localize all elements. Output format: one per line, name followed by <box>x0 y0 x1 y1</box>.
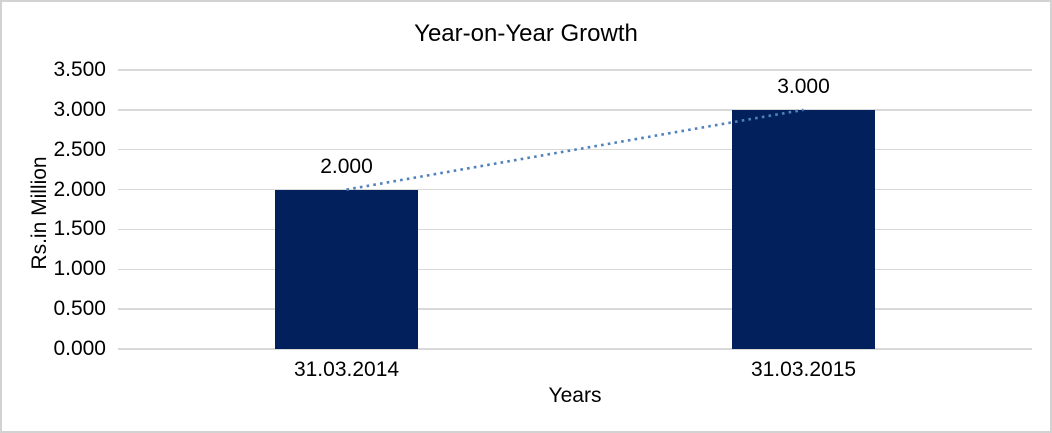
y-tick-label: 2.000 <box>53 177 106 201</box>
x-axis-title: Years <box>548 384 602 407</box>
gridline <box>118 308 1032 310</box>
y-axis-title: Rs.in Million <box>28 156 51 270</box>
y-tick-label: 0.000 <box>53 337 106 360</box>
trendline-layer <box>346 108 804 191</box>
y-tick-label: 0.500 <box>53 297 106 321</box>
bar[interactable] <box>732 109 875 349</box>
gridline <box>118 188 1032 191</box>
category-label: 31.03.2014 <box>293 358 400 381</box>
y-tick-label: 1.500 <box>53 217 106 241</box>
gridline <box>118 69 1032 71</box>
gridline <box>118 348 1032 350</box>
y-tick-label: 1.000 <box>53 257 106 281</box>
trendline[interactable] <box>346 108 804 191</box>
plot-area: 2.000 31.03.2014 3.000 31.03.2015 <box>118 69 1032 381</box>
gridline <box>118 268 1032 271</box>
gridline <box>118 228 1032 231</box>
bar-value-label: 3.000 <box>777 74 830 98</box>
category-label: 31.03.2015 <box>750 358 857 381</box>
y-tick-label: 3.500 <box>53 58 106 81</box>
chart-title: Year-on-Year Growth <box>414 20 638 47</box>
y-tick-label: 2.500 <box>53 137 106 161</box>
gridline <box>118 109 1032 111</box>
y-tick-label: 3.000 <box>53 97 106 121</box>
bar[interactable] <box>275 189 418 349</box>
bar-value-label: 2.000 <box>320 154 373 178</box>
